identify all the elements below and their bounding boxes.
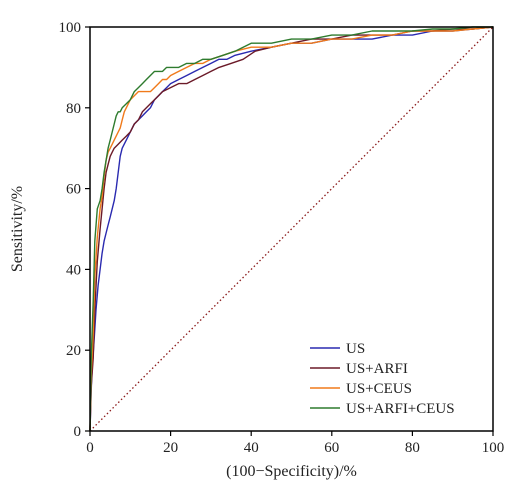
y-axis-ticks: 0 20 40 60 80 100 — [59, 20, 90, 440]
legend-label-us-ceus: US+CEUS — [346, 381, 412, 397]
y-tick-label: 40 — [66, 262, 81, 278]
x-tick-label: 100 — [482, 440, 505, 456]
legend-label-us: US — [346, 341, 365, 357]
legend: US US+ARFI US+CEUS US+ARFI+CEUS — [310, 341, 455, 417]
legend-label-us-arfi: US+ARFI — [346, 361, 408, 377]
y-tick-label: 60 — [66, 182, 81, 198]
y-tick-label: 100 — [59, 20, 82, 36]
legend-label-us-arfi-ceus: US+ARFI+CEUS — [346, 401, 455, 417]
reference-diagonal-layer — [89, 26, 494, 432]
y-axis-label: Sensitivity/% — [9, 186, 26, 272]
y-tick-label: 0 — [74, 424, 82, 440]
x-axis-label: (100−Specificity)/% — [226, 463, 357, 480]
x-tick-label: 20 — [163, 440, 178, 456]
series-line-us-arfi-ceus — [89, 26, 493, 432]
x-tick-label: 40 — [244, 440, 259, 456]
y-tick-label: 80 — [66, 101, 81, 117]
x-tick-label: 0 — [86, 440, 94, 456]
x-tick-label: 60 — [324, 440, 339, 456]
series-layer — [89, 26, 494, 432]
series-line-us-arfi — [89, 26, 494, 432]
plot-frame — [89, 26, 494, 432]
y-tick-label: 20 — [66, 343, 81, 359]
x-tick-label: 80 — [405, 440, 420, 456]
reference-diagonal-line — [89, 26, 494, 432]
x-axis-ticks: 0 20 40 60 80 100 — [86, 431, 504, 456]
